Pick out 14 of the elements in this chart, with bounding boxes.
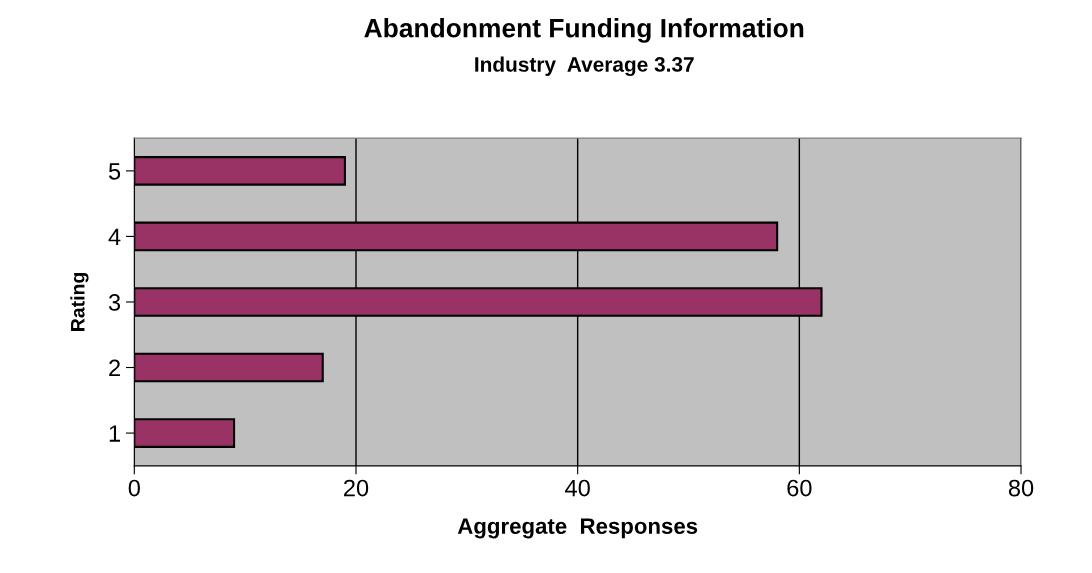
y-tick-label: 1 (109, 425, 120, 442)
y-tick-label: 2 (109, 359, 120, 377)
y-tick-label: 4 (108, 228, 121, 245)
x-tick-label: 20 (344, 479, 369, 497)
x-tick-label: 60 (787, 479, 812, 497)
y-axis-title: Rating (70, 273, 89, 331)
x-tick-label: 80 (1008, 479, 1034, 497)
chart-title: Abandonment Funding Information (364, 18, 804, 43)
chart-subtitle: Industry Average 3.37 (475, 56, 694, 77)
x-tick-label: 40 (565, 479, 590, 497)
x-tick-label: 0 (128, 479, 140, 497)
y-tick-label: 3 (108, 294, 121, 311)
x-axis-title: Aggregate Responses (457, 518, 698, 539)
y-tick-label: 5 (108, 163, 121, 180)
